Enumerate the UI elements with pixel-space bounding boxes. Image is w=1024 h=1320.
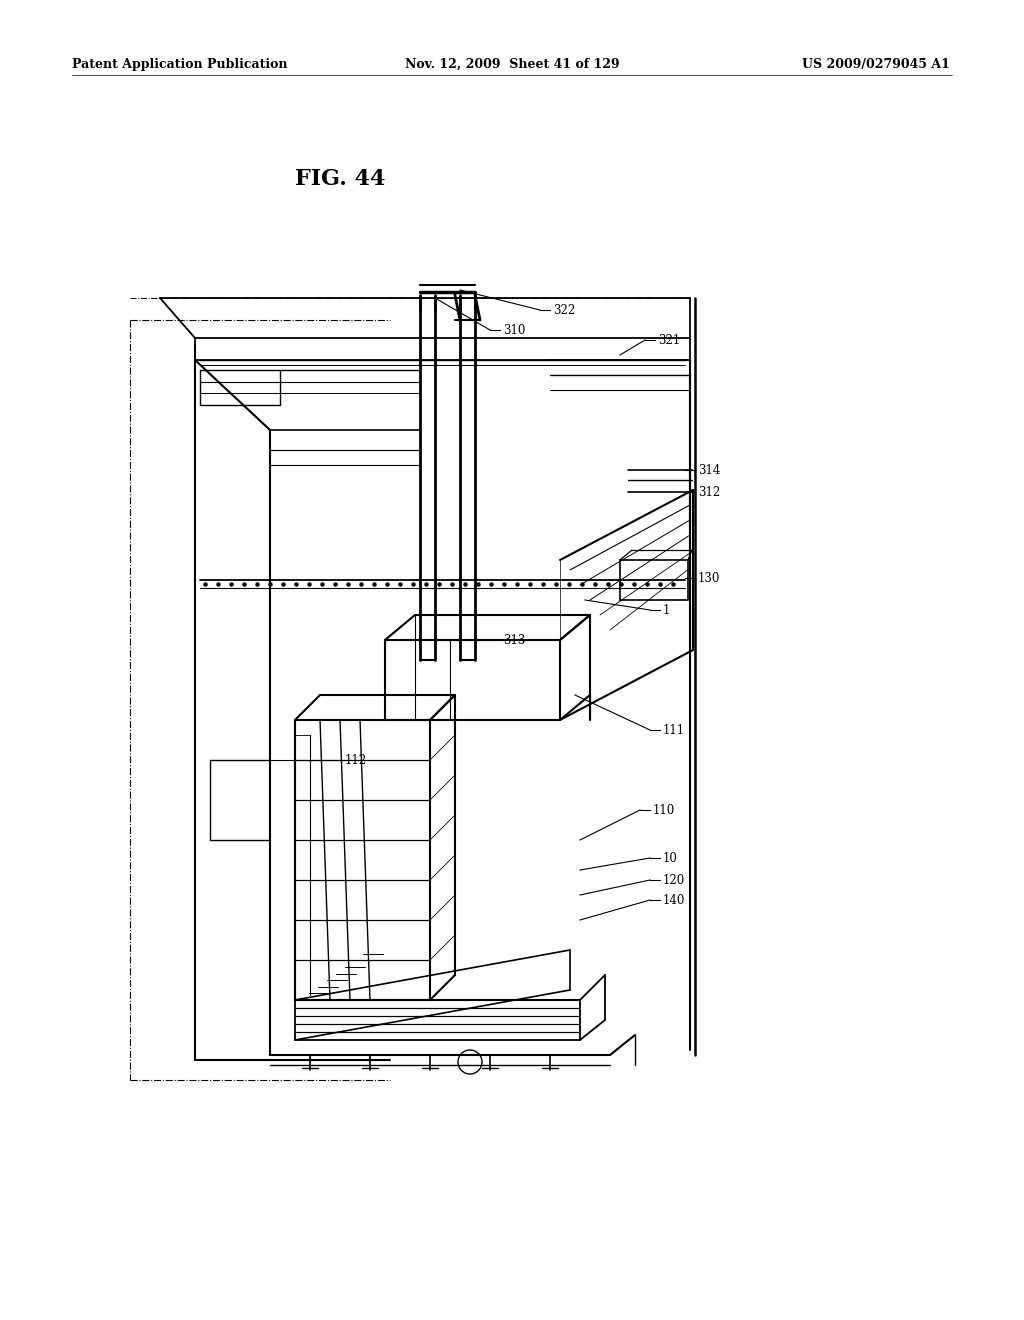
Text: 1: 1 <box>663 603 671 616</box>
Text: 112: 112 <box>345 754 368 767</box>
Text: FIG. 44: FIG. 44 <box>295 168 385 190</box>
Text: 313: 313 <box>503 634 525 647</box>
Text: 110: 110 <box>653 804 675 817</box>
Text: US 2009/0279045 A1: US 2009/0279045 A1 <box>802 58 950 71</box>
Text: 321: 321 <box>658 334 680 346</box>
Text: 10: 10 <box>663 851 678 865</box>
Text: Nov. 12, 2009  Sheet 41 of 129: Nov. 12, 2009 Sheet 41 of 129 <box>404 58 620 71</box>
Text: 140: 140 <box>663 894 685 907</box>
Text: 130: 130 <box>698 572 720 585</box>
Text: 111: 111 <box>663 723 685 737</box>
Text: 314: 314 <box>698 463 720 477</box>
Text: 322: 322 <box>553 304 575 317</box>
Text: 310: 310 <box>503 323 525 337</box>
Text: 312: 312 <box>698 486 720 499</box>
Text: 120: 120 <box>663 874 685 887</box>
Text: Patent Application Publication: Patent Application Publication <box>72 58 288 71</box>
